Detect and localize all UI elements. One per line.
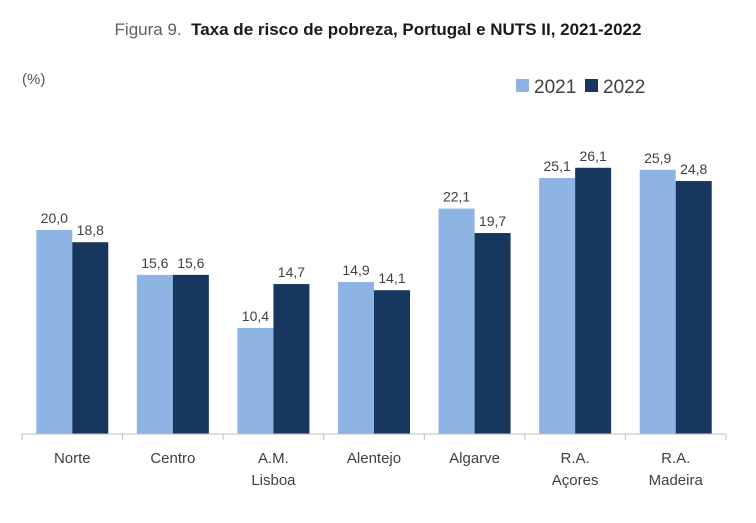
bar-2021-1: [136, 274, 173, 434]
value-label-2021-3: 14,9: [342, 262, 369, 278]
bar-2021-3: [338, 282, 374, 434]
bar-2021-5: [539, 177, 576, 435]
bar-2021-4: [438, 208, 475, 434]
value-label-2021-6: 25,9: [644, 150, 671, 166]
bar-2022-6: [675, 181, 712, 434]
y-axis-unit-label: (%): [22, 71, 45, 88]
value-label-2022-1: 15,6: [177, 255, 204, 271]
category-label-1: Centro: [150, 450, 195, 467]
category-labels-group: Norte Centro A.M. Lisboa Alentejo Algarve R.A.…: [54, 450, 704, 489]
category-label-3: Alentejo: [347, 450, 401, 467]
bar-2022-5: [575, 167, 612, 434]
bar-2021-2: [237, 327, 274, 434]
legend-label-2022: 2022: [603, 77, 645, 98]
legend-label-2021: 2021: [534, 77, 576, 98]
bar-2022-4: [474, 233, 511, 434]
chart-title: Figura 9. Taxa de risco de pobreza, Port…: [115, 20, 642, 39]
value-label-2021-1: 15,6: [141, 255, 168, 271]
bar-2022-3: [374, 290, 410, 434]
category-label-4: Algarve: [449, 450, 500, 467]
value-label-2022-2: 14,7: [278, 264, 305, 280]
legend-swatch-2021: [516, 79, 529, 92]
category-label-5: R.A. Açores: [552, 450, 599, 489]
value-label-2021-4: 22,1: [443, 189, 470, 205]
category-label-2: A.M. Lisboa: [251, 450, 296, 489]
value-label-2022-5: 26,1: [580, 148, 607, 164]
value-label-2022-3: 14,1: [378, 270, 405, 286]
bar-2022-1: [172, 274, 209, 434]
bars-group: [36, 167, 712, 435]
bar-2022-0: [72, 242, 109, 434]
value-label-2021-0: 20,0: [41, 210, 68, 226]
category-label-6: R.A. Madeira: [649, 450, 704, 489]
chart-title-prefix: Figura 9.: [115, 20, 182, 39]
value-label-2021-2: 10,4: [242, 308, 269, 324]
category-label-0: Norte: [54, 450, 91, 467]
value-label-2022-6: 24,8: [680, 161, 707, 177]
value-labels-group: 20,0 18,8 15,6 15,6 10,4 14,7 14,9 14,1 22,1 19,7…: [41, 148, 708, 324]
bar-2022-2: [273, 284, 310, 434]
value-label-2022-0: 18,8: [77, 222, 104, 238]
bar-2021-0: [36, 230, 73, 434]
value-label-2022-4: 19,7: [479, 213, 506, 229]
value-label-2021-5: 25,1: [544, 158, 571, 174]
bar-2021-6: [639, 169, 676, 434]
chart-title-main: Taxa de risco de pobreza, Portugal e NUT…: [191, 20, 641, 39]
x-axis-ticks: [21, 434, 727, 440]
legend: 2021 2022: [516, 77, 645, 98]
legend-swatch-2022: [585, 79, 598, 92]
